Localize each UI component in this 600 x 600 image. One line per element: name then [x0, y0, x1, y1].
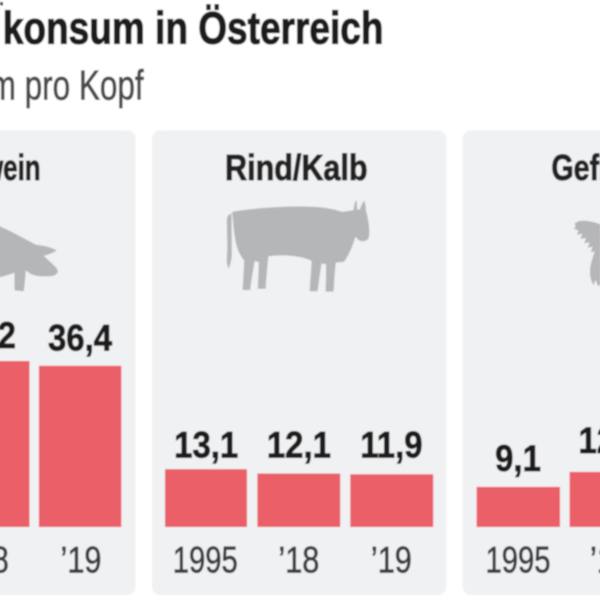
svg-text:12,6: 12,6: [578, 420, 600, 461]
svg-text:Geflügel: Geflügel: [551, 148, 600, 188]
svg-text:Schwein: Schwein: [0, 148, 41, 188]
svg-text:’19: ’19: [61, 540, 102, 581]
svg-text:37,2: 37,2: [0, 315, 16, 356]
svg-text:’18: ’18: [590, 540, 600, 581]
svg-text:’18: ’18: [0, 540, 9, 581]
svg-text:1995: 1995: [173, 540, 238, 581]
svg-text:13,1: 13,1: [174, 425, 238, 466]
svg-text:’19: ’19: [371, 540, 412, 581]
svg-text:Kilogramm pro Kopf: Kilogramm pro Kopf: [0, 61, 144, 109]
svg-text:Fleischkonsum in Österreich: Fleischkonsum in Österreich: [0, 3, 383, 53]
svg-text:Rind/Kalb: Rind/Kalb: [225, 149, 368, 189]
svg-text:9,1: 9,1: [495, 438, 541, 479]
svg-text:12,1: 12,1: [267, 425, 331, 466]
svg-text:36,4: 36,4: [48, 318, 113, 359]
svg-text:’18: ’18: [278, 540, 319, 581]
svg-text:11,9: 11,9: [360, 425, 422, 466]
svg-text:1995: 1995: [485, 540, 550, 581]
